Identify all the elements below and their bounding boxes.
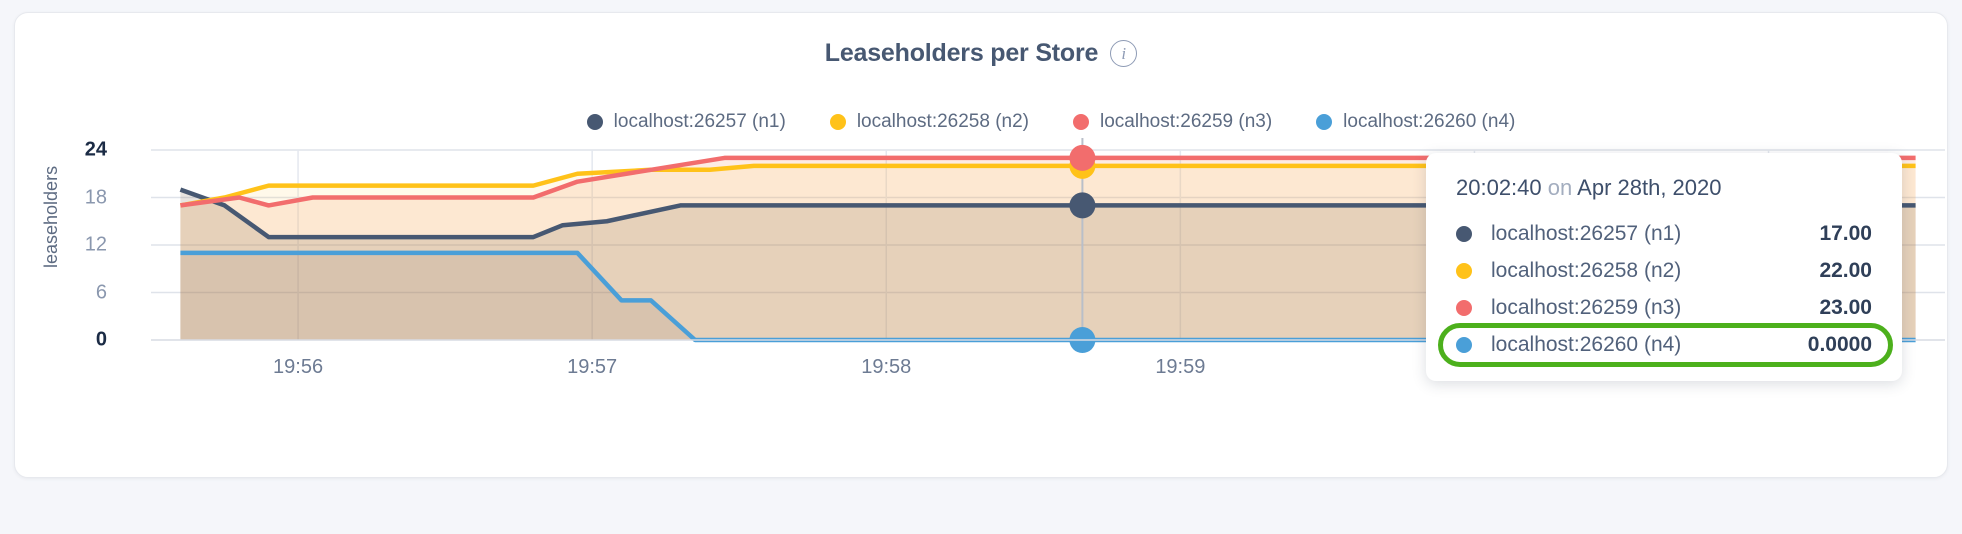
legend-color-dot [586,114,603,130]
y-tick-label: 0 [95,328,107,351]
tooltip-row-n2: localhost:26258 (n2) 22.00 [1426,252,1902,289]
hover-point-n1 [1069,192,1096,219]
tooltip-series-value: 0.0000 [1807,332,1872,356]
series-line-n2[interactable] [180,163,1916,208]
tooltip-color-dot [1456,262,1472,279]
tooltip-series-label: localhost:26260 (n4) [1491,332,1682,356]
tooltip-series-label: localhost:26257 (n1) [1491,221,1682,245]
tooltip-row-n3: localhost:26259 (n3) 23.00 [1426,289,1902,326]
hover-tooltip: 20:02:40 on Apr 28th, 2020 localhost:262… [1426,153,1902,381]
tooltip-on-word: on [1547,175,1573,200]
y-tick-label: 18 [84,186,107,208]
tooltip-color-dot [1456,225,1472,242]
legend-item-label: localhost:26258 (n2) [856,111,1029,132]
tooltip-time: 20:02:40 [1456,175,1542,200]
hover-point-n3 [1069,144,1096,171]
legend-item-n4[interactable]: localhost:26260 (n4) [1316,111,1515,133]
tooltip-rows: localhost:26257 (n1) 17.00 localhost:26258… [1426,215,1902,367]
tooltip-color-dot [1456,336,1472,353]
legend-item-label: localhost:26257 (n1) [613,111,786,132]
tooltip-series-label: localhost:26258 (n2) [1491,258,1682,282]
y-tick-label: 24 [84,138,107,161]
y-tick-label: 6 [95,281,107,303]
legend-color-dot [1073,114,1089,130]
legend-item-n3[interactable]: localhost:26259 (n3) [1073,111,1272,133]
legend-color-dot [1316,114,1333,130]
legend-item-label: localhost:26260 (n4) [1343,111,1516,132]
legend-item-n1[interactable]: localhost:26257 (n1) [586,111,786,133]
tooltip-series-value: 23.00 [1819,295,1872,319]
tooltip-date: Apr 28th, 2020 [1577,175,1722,200]
x-tick-label: 19:58 [861,356,912,378]
tooltip-row-n4: localhost:26260 (n4) 0.0000 [1426,323,1902,367]
chart-legend: localhost:26257 (n1) localhost:26258 (n2)… [15,111,1947,133]
x-tick-label: 19:59 [1155,356,1206,378]
tooltip-timestamp: 20:02:40 on Apr 28th, 2020 [1426,175,1902,215]
info-icon[interactable]: i [1110,40,1138,67]
legend-item-label: localhost:26259 (n3) [1100,111,1273,132]
series-line-n1[interactable] [179,187,1916,240]
series-line-n3[interactable] [180,155,1916,208]
legend-item-n2[interactable]: localhost:26258 (n2) [829,111,1029,133]
legend-color-dot [829,114,846,130]
tooltip-series-value: 17.00 [1819,221,1872,245]
tooltip-series-label: localhost:26259 (n3) [1491,295,1682,319]
x-tick-label: 19:56 [273,356,324,378]
tooltip-row-n1: localhost:26257 (n1) 17.00 [1426,215,1902,252]
page-title: Leaseholders per Store [824,39,1099,67]
y-tick-label: 12 [84,233,107,256]
chart-card: Leaseholders per Store i localhost:26257… [14,12,1948,478]
series-area-n4 [180,252,1916,340]
tooltip-color-dot [1456,299,1472,316]
tooltip-series-value: 22.00 [1819,258,1872,282]
chart-header: Leaseholders per Store i [15,39,1947,68]
x-tick-label: 19:57 [567,356,618,378]
